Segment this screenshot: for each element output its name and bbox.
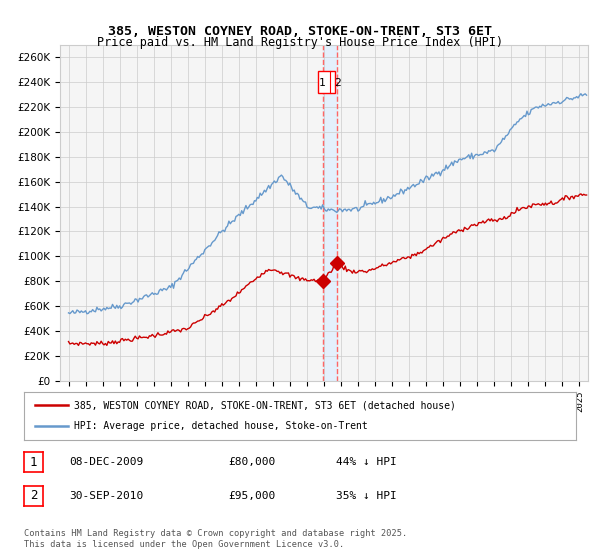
Text: 1: 1 [319,78,326,88]
Text: £95,000: £95,000 [228,491,275,501]
Text: £80,000: £80,000 [228,457,275,467]
Text: 1: 1 [30,455,37,469]
Text: Price paid vs. HM Land Registry's House Price Index (HPI): Price paid vs. HM Land Registry's House … [97,36,503,49]
Bar [323,45,337,381]
Text: Contains HM Land Registry data © Crown copyright and database right 2025.
This d: Contains HM Land Registry data © Crown c… [24,529,407,549]
Text: 385, WESTON COYNEY ROAD, STOKE-ON-TRENT, ST3 6ET: 385, WESTON COYNEY ROAD, STOKE-ON-TRENT,… [108,25,492,38]
Text: 08-DEC-2009: 08-DEC-2009 [69,457,143,467]
Text: 44% ↓ HPI: 44% ↓ HPI [336,457,397,467]
FancyBboxPatch shape [318,71,335,94]
Text: 30-SEP-2010: 30-SEP-2010 [69,491,143,501]
Text: HPI: Average price, detached house, Stoke-on-Trent: HPI: Average price, detached house, Stok… [74,421,367,431]
Text: 2: 2 [334,78,341,88]
Text: 2: 2 [30,489,37,502]
Text: 35% ↓ HPI: 35% ↓ HPI [336,491,397,501]
Text: 385, WESTON COYNEY ROAD, STOKE-ON-TRENT, ST3 6ET (detached house): 385, WESTON COYNEY ROAD, STOKE-ON-TRENT,… [74,400,455,410]
